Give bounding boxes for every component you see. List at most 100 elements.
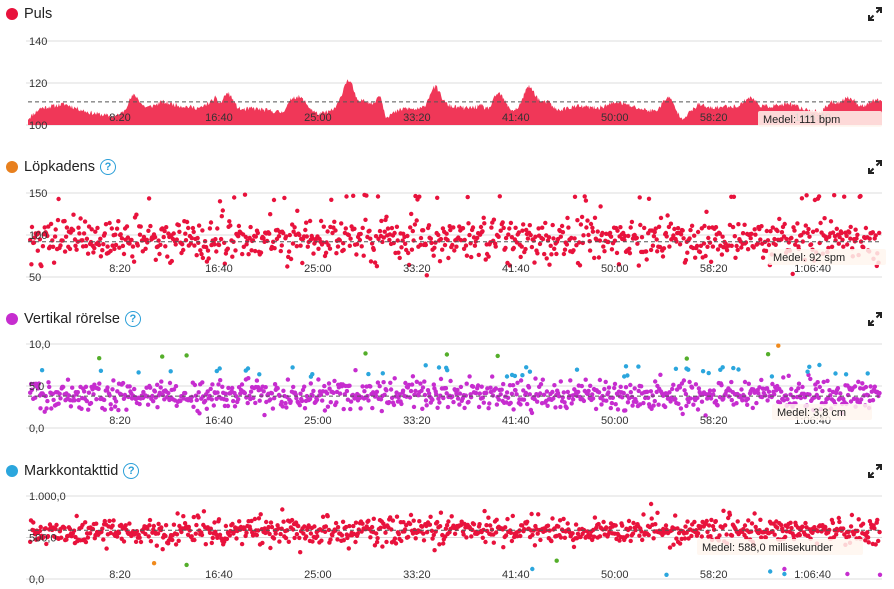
panel-title: Markkontakttid xyxy=(24,463,119,479)
data-point xyxy=(220,384,225,389)
data-point xyxy=(82,389,87,394)
help-icon[interactable]: ? xyxy=(123,463,140,479)
data-point xyxy=(574,367,580,372)
data-point xyxy=(478,224,484,230)
data-point xyxy=(830,230,836,235)
data-point xyxy=(687,236,692,241)
data-point xyxy=(461,246,467,251)
data-point xyxy=(609,400,615,406)
help-icon[interactable]: ? xyxy=(124,311,141,327)
data-point xyxy=(848,524,854,529)
data-point xyxy=(501,545,506,550)
data-point xyxy=(292,535,297,541)
chart-cadence: 50 100 150 8:20 16:40 25:00 33:20 41:40 50:00 58:… xyxy=(26,188,886,284)
data-point xyxy=(663,404,668,410)
data-point xyxy=(347,383,352,388)
average-label: Medel: 3,8 cm xyxy=(777,407,846,419)
data-point xyxy=(374,389,380,394)
data-point xyxy=(264,519,269,525)
data-point xyxy=(188,398,194,403)
data-point xyxy=(772,236,777,242)
data-point xyxy=(115,389,120,394)
y-tick-label: 0,0 xyxy=(29,574,44,586)
data-point xyxy=(409,211,414,217)
data-point xyxy=(727,512,733,517)
data-point xyxy=(746,518,751,523)
data-point xyxy=(745,247,751,252)
data-point xyxy=(332,378,337,384)
data-point xyxy=(140,249,145,254)
data-point xyxy=(371,247,376,252)
data-point xyxy=(496,397,501,402)
data-point xyxy=(806,226,811,232)
data-point xyxy=(536,512,541,517)
data-point xyxy=(280,507,285,512)
data-point xyxy=(269,391,275,396)
expand-icon[interactable] xyxy=(868,312,882,326)
data-point xyxy=(171,522,177,527)
data-point xyxy=(685,250,690,255)
data-point xyxy=(689,385,695,390)
data-point xyxy=(163,244,168,249)
x-tick-label: 41:40 xyxy=(502,263,530,275)
x-tick-label: 50:00 xyxy=(601,569,629,581)
data-point xyxy=(706,370,711,376)
data-point xyxy=(856,379,861,384)
x-tick-label: 1:06:40 xyxy=(794,569,831,581)
data-point xyxy=(713,398,719,404)
data-point xyxy=(194,522,199,528)
data-point xyxy=(855,528,860,534)
data-point xyxy=(765,398,770,403)
data-point xyxy=(606,390,611,395)
data-point xyxy=(467,374,472,379)
data-point xyxy=(75,390,81,395)
data-point xyxy=(628,225,633,230)
panel-header: Markkontakttid ? xyxy=(6,461,140,481)
data-point xyxy=(532,260,537,265)
data-point xyxy=(138,224,143,229)
data-point xyxy=(744,535,749,541)
data-point xyxy=(253,248,258,254)
data-point xyxy=(330,533,335,538)
data-point xyxy=(779,237,784,242)
data-point xyxy=(801,230,806,235)
data-point xyxy=(518,533,523,539)
data-point xyxy=(286,249,292,254)
data-point xyxy=(547,262,552,267)
chart-contact: 0,0 500,0 1.000,0 8:20 16:40 25:00 33:20 41:40 5… xyxy=(26,491,883,586)
data-point xyxy=(550,222,555,228)
data-point xyxy=(473,390,479,396)
data-point xyxy=(629,219,635,225)
data-point xyxy=(300,260,305,266)
chart-vertical: 0,0 5,0 10,0 8:20 16:40 25:00 33:20 41:40 50:00 5… xyxy=(26,339,882,435)
data-point xyxy=(653,379,658,384)
data-point xyxy=(97,381,102,386)
series-color-dot xyxy=(6,161,18,173)
data-point xyxy=(160,547,165,552)
data-point xyxy=(110,243,115,248)
data-point xyxy=(360,384,365,389)
x-tick-label: 16:40 xyxy=(205,569,233,581)
data-point xyxy=(241,244,246,249)
help-icon[interactable]: ? xyxy=(99,159,116,175)
data-point xyxy=(437,542,442,547)
data-point xyxy=(507,226,512,231)
data-point xyxy=(614,250,620,256)
data-point xyxy=(870,230,875,235)
expand-icon[interactable] xyxy=(868,7,882,21)
data-point xyxy=(88,400,94,406)
data-point xyxy=(98,254,104,259)
data-point xyxy=(442,242,448,248)
data-point xyxy=(353,539,358,545)
data-point xyxy=(707,388,713,393)
data-point xyxy=(731,365,736,371)
expand-icon[interactable] xyxy=(868,464,882,478)
data-point xyxy=(360,225,365,231)
data-point xyxy=(508,220,514,226)
data-point xyxy=(192,243,197,248)
data-point xyxy=(847,230,852,235)
data-point xyxy=(255,230,260,236)
data-point xyxy=(233,248,238,253)
data-point xyxy=(294,396,299,401)
expand-icon[interactable] xyxy=(868,160,882,174)
